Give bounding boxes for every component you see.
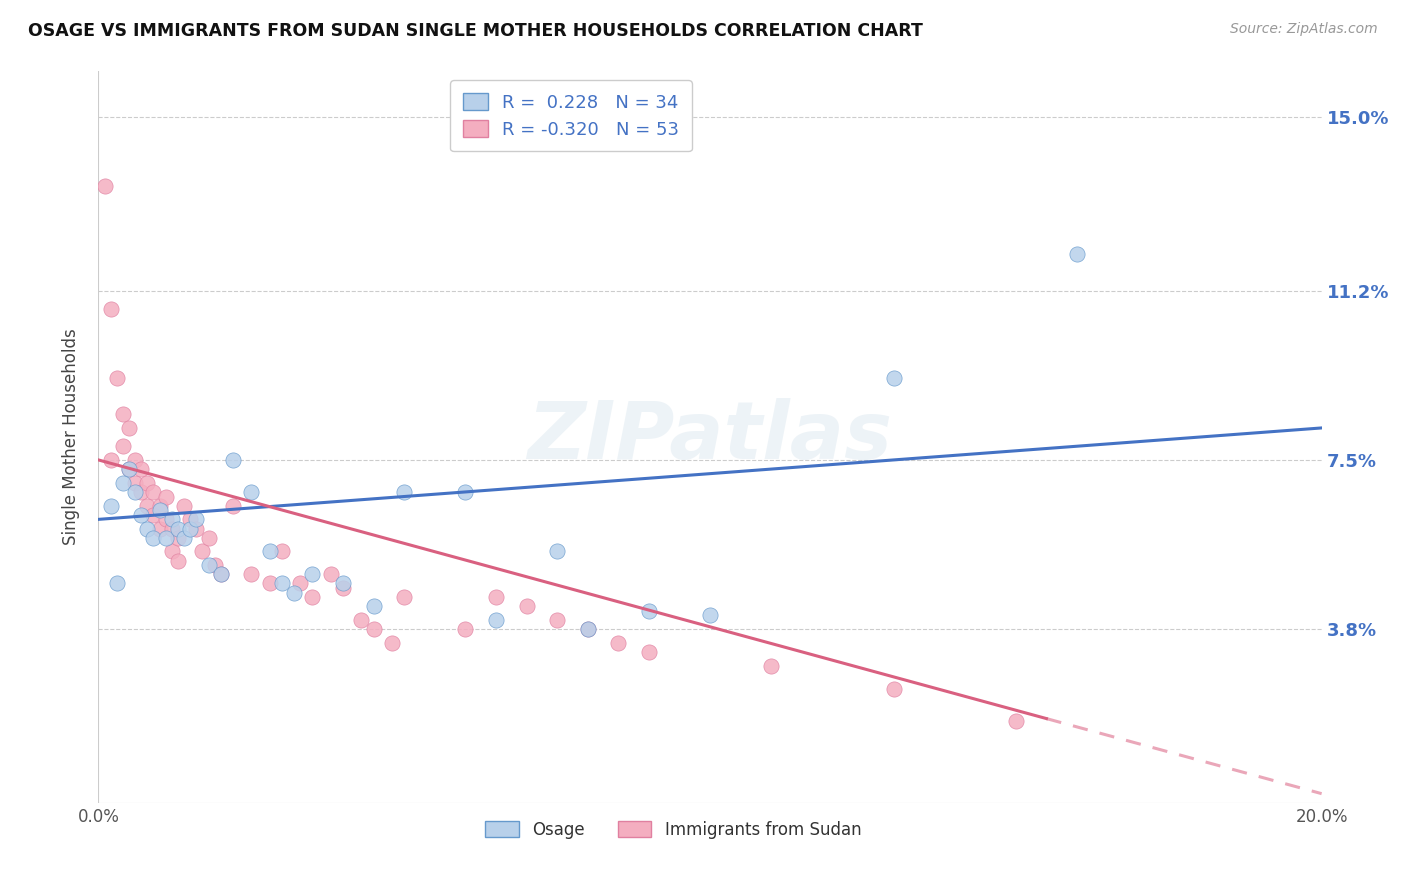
- Point: [290, 576, 312, 591]
- Point: [155, 490, 177, 504]
- Text: ZIPatlas: ZIPatlas: [527, 398, 893, 476]
- Point: [637, 645, 661, 659]
- Point: [167, 553, 190, 567]
- Point: [546, 613, 568, 627]
- Point: [454, 622, 477, 636]
- Point: [160, 521, 183, 535]
- Point: [240, 567, 263, 582]
- Point: [759, 658, 782, 673]
- Point: [142, 485, 165, 500]
- Y-axis label: Single Mother Households: Single Mother Households: [62, 329, 80, 545]
- Point: [136, 475, 159, 490]
- Point: [197, 531, 219, 545]
- Point: [332, 581, 354, 595]
- Point: [149, 503, 172, 517]
- Point: [301, 567, 323, 582]
- Point: [149, 521, 172, 535]
- Point: [576, 622, 599, 636]
- Point: [155, 512, 177, 526]
- Point: [363, 599, 385, 614]
- Point: [209, 567, 232, 582]
- Point: [381, 636, 404, 650]
- Point: [124, 485, 146, 500]
- Point: [1004, 714, 1026, 728]
- Point: [155, 531, 177, 545]
- Point: [699, 608, 721, 623]
- Point: [186, 512, 208, 526]
- Point: [204, 558, 226, 573]
- Text: OSAGE VS IMMIGRANTS FROM SUDAN SINGLE MOTHER HOUSEHOLDS CORRELATION CHART: OSAGE VS IMMIGRANTS FROM SUDAN SINGLE MO…: [28, 22, 922, 40]
- Point: [136, 499, 159, 513]
- Point: [129, 485, 152, 500]
- Point: [222, 453, 245, 467]
- Point: [124, 453, 146, 467]
- Point: [209, 567, 232, 582]
- Point: [240, 485, 263, 500]
- Point: [516, 599, 538, 614]
- Point: [454, 485, 477, 500]
- Point: [129, 508, 152, 522]
- Point: [118, 462, 141, 476]
- Point: [160, 544, 183, 558]
- Point: [350, 613, 373, 627]
- Point: [100, 302, 122, 317]
- Point: [111, 407, 134, 421]
- Point: [111, 439, 134, 453]
- Point: [124, 475, 146, 490]
- Point: [259, 576, 281, 591]
- Point: [607, 636, 630, 650]
- Point: [392, 590, 416, 604]
- Point: [270, 544, 292, 558]
- Point: [118, 421, 141, 435]
- Point: [100, 453, 122, 467]
- Point: [637, 604, 661, 618]
- Point: [186, 521, 208, 535]
- Point: [485, 590, 508, 604]
- Point: [191, 544, 214, 558]
- Text: Source: ZipAtlas.com: Source: ZipAtlas.com: [1230, 22, 1378, 37]
- Point: [167, 531, 190, 545]
- Point: [93, 178, 115, 193]
- Legend: Osage, Immigrants from Sudan: Osage, Immigrants from Sudan: [478, 814, 868, 846]
- Point: [332, 576, 354, 591]
- Point: [160, 512, 183, 526]
- Point: [883, 370, 905, 384]
- Point: [485, 613, 508, 627]
- Point: [118, 462, 141, 476]
- Point: [283, 585, 305, 599]
- Point: [173, 531, 195, 545]
- Point: [142, 508, 165, 522]
- Point: [149, 499, 172, 513]
- Point: [111, 475, 134, 490]
- Point: [100, 499, 122, 513]
- Point: [179, 512, 201, 526]
- Point: [363, 622, 385, 636]
- Point: [576, 622, 599, 636]
- Point: [179, 521, 201, 535]
- Point: [392, 485, 416, 500]
- Point: [105, 370, 128, 384]
- Point: [270, 576, 292, 591]
- Point: [167, 521, 190, 535]
- Point: [222, 499, 245, 513]
- Point: [319, 567, 342, 582]
- Point: [546, 544, 568, 558]
- Point: [1066, 247, 1088, 261]
- Point: [259, 544, 281, 558]
- Point: [136, 521, 159, 535]
- Point: [173, 499, 195, 513]
- Point: [105, 576, 128, 591]
- Point: [883, 681, 905, 696]
- Point: [301, 590, 323, 604]
- Point: [142, 531, 165, 545]
- Point: [197, 558, 219, 573]
- Point: [129, 462, 152, 476]
